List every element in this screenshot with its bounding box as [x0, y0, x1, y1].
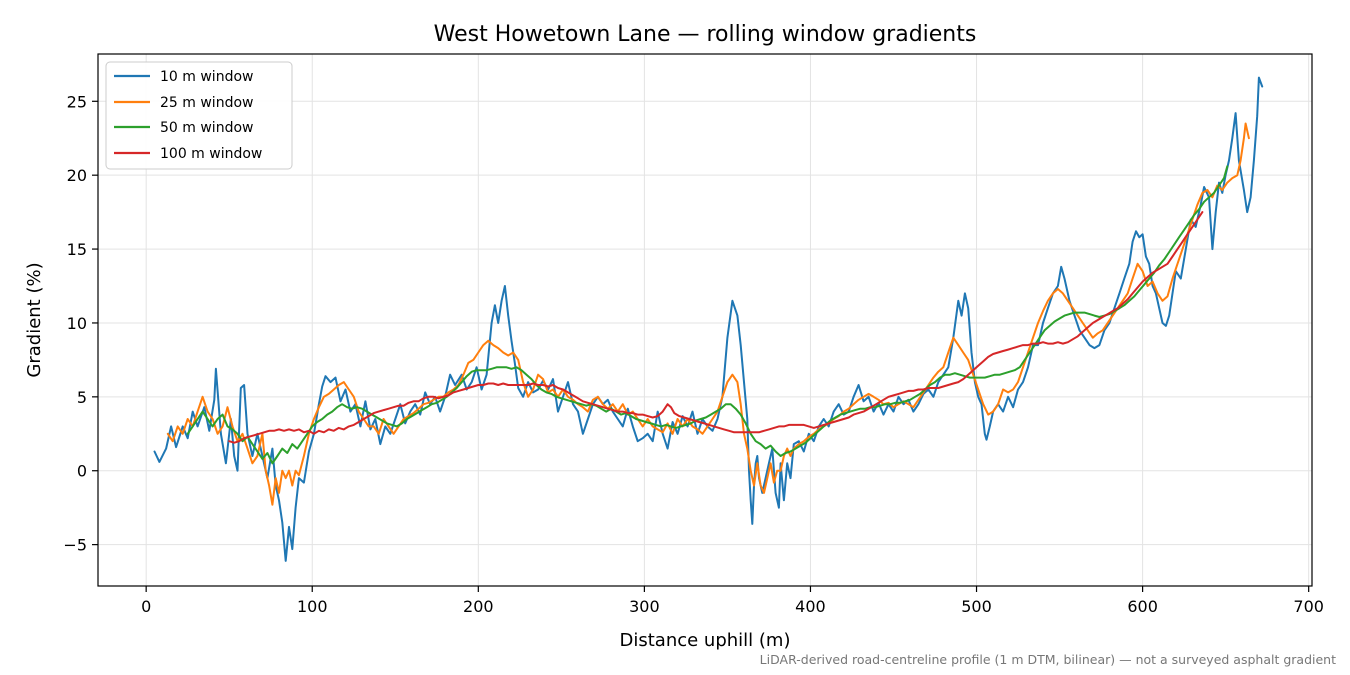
series-line-100m-window	[228, 211, 1204, 444]
series-line-50m-window	[186, 165, 1229, 465]
plot-area-frame	[97, 53, 1313, 587]
x-tick-label: 500	[961, 597, 992, 616]
x-tick-label: 700	[1293, 597, 1324, 616]
x-tick-label: 200	[463, 597, 494, 616]
y-tick-label: 25	[67, 92, 87, 111]
legend-box	[105, 61, 293, 170]
x-tick-label: 600	[1127, 597, 1158, 616]
y-axis-label: Gradient (%)	[24, 262, 45, 377]
y-tick-label: 10	[67, 314, 87, 333]
grid	[98, 54, 1312, 586]
x-tick-label: 400	[795, 597, 826, 616]
legend-label-100m: 100 m window	[160, 146, 262, 162]
legend: 10 m window 25 m window 50 m window 100 …	[105, 61, 293, 170]
x-tick-label: 100	[297, 597, 328, 616]
y-tick-label: −5	[63, 536, 87, 555]
footnote: LiDAR-derived road-centreline profile (1…	[760, 652, 1336, 667]
y-tick-label: 0	[77, 462, 87, 481]
series-line-10m-window	[153, 76, 1264, 562]
series-lines	[153, 76, 1264, 562]
chart-title: West Howetown Lane — rolling window grad…	[434, 22, 977, 47]
y-tick-label: 5	[77, 388, 87, 407]
axis-ticks: 0 100 200 300 400 500 600 700 −5 0 5 10 15 20 25	[63, 92, 1324, 616]
x-tick-label: 300	[629, 597, 660, 616]
legend-label-50m: 50 m window	[160, 120, 253, 136]
legend-label-10m: 10 m window	[160, 69, 253, 85]
legend-label-25m: 25 m window	[160, 95, 253, 111]
x-axis-label: Distance uphill (m)	[620, 630, 791, 651]
x-tick-label: 0	[141, 597, 151, 616]
y-tick-label: 15	[67, 240, 87, 259]
y-tick-label: 20	[67, 166, 87, 185]
